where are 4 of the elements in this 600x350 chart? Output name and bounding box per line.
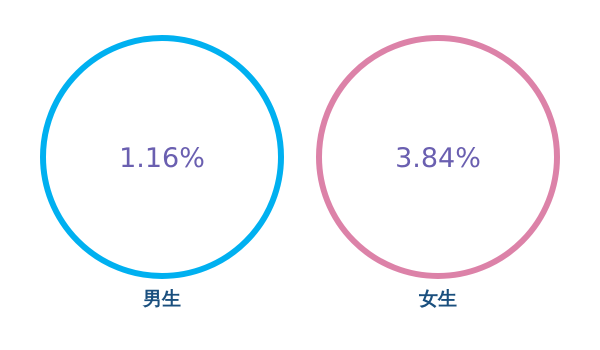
data-label: 1.16% — [119, 143, 205, 174]
category-label: 男生 — [142, 288, 181, 310]
data-label: 3.84% — [395, 143, 481, 174]
category-label: 女生 — [418, 288, 457, 310]
